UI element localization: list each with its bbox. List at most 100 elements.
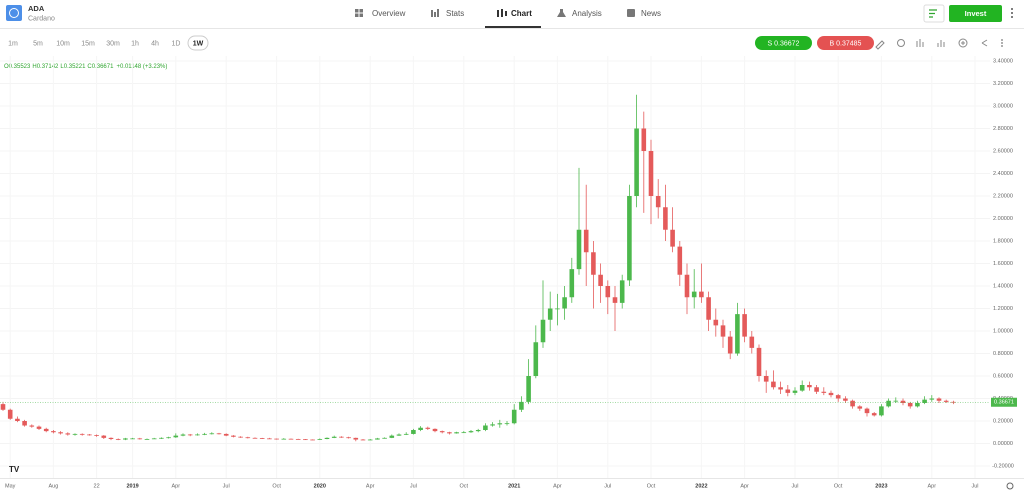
top-bar: [0, 0, 1024, 28]
candle-body: [756, 347, 762, 376]
timeframe-option[interactable]: 15m: [81, 40, 95, 47]
add-tool[interactable]: [958, 38, 968, 48]
timeframe-option[interactable]: 5m: [33, 40, 43, 47]
candle-body: [425, 427, 431, 429]
candle-body: [893, 400, 899, 402]
indicators-tool[interactable]: [916, 39, 924, 47]
candle-body: [864, 408, 870, 414]
sell-price: S 0.36672: [768, 40, 800, 47]
candle-body: [65, 433, 71, 435]
candle-body: [252, 437, 258, 439]
candle-body: [562, 297, 567, 309]
tab-chart[interactable]: Chart: [485, 9, 541, 28]
button-bg: [817, 36, 874, 50]
axis-settings[interactable]: [1006, 482, 1014, 490]
candle-body: [367, 439, 373, 441]
x-tick-label: Jul: [791, 483, 798, 489]
candle-body: [684, 274, 690, 298]
candle-body: [641, 128, 647, 151]
invest-button[interactable]: Invest: [949, 5, 1002, 22]
candle-body: [432, 428, 438, 432]
asset-name: Cardano: [28, 15, 55, 22]
candle-body: [799, 385, 805, 391]
add-plus: [961, 41, 965, 45]
candle-body: [540, 319, 546, 343]
timeframe-option[interactable]: 10m: [56, 40, 70, 47]
y-tick-label: 2.80000: [993, 126, 1013, 132]
sell-button[interactable]: S 0.36672: [755, 36, 812, 50]
candle-body: [259, 438, 265, 439]
candle-body: [123, 438, 128, 440]
candle-body: [51, 431, 56, 433]
candle-body: [295, 439, 301, 440]
timeframe-option[interactable]: 1m: [8, 40, 18, 47]
chart-tools: [875, 38, 1003, 50]
candle-body: [231, 435, 236, 437]
dot: [1011, 8, 1013, 10]
y-tick-label: 0.20000: [993, 418, 1013, 424]
y-tick-label: 3.40000: [993, 58, 1013, 64]
share-tool[interactable]: [981, 39, 988, 47]
candle-body: [943, 400, 949, 402]
x-tick-label: Jul: [604, 483, 611, 489]
settings-tool[interactable]: [897, 39, 905, 47]
candle-body: [742, 314, 747, 337]
timeframe-option[interactable]: 4h: [151, 40, 159, 47]
buy-button[interactable]: B 0.37485: [817, 36, 874, 50]
candle-body: [331, 436, 337, 438]
buy-price: B 0.37485: [830, 40, 862, 47]
candle-body: [447, 432, 452, 434]
candle-body: [187, 434, 193, 436]
candle-body: [713, 319, 719, 326]
candle-body: [411, 430, 416, 434]
candle-body: [612, 297, 618, 303]
candle-body: [490, 424, 495, 426]
candle-body: [173, 435, 179, 438]
x-tick-label: May: [5, 483, 16, 489]
button-bg: [755, 36, 812, 50]
timeframe-option[interactable]: 1D: [172, 40, 181, 47]
candle-body: [115, 439, 121, 440]
tab-analysis[interactable]: Analysis: [557, 9, 602, 18]
compare-tool[interactable]: [937, 40, 945, 47]
timeframe-option[interactable]: 1W: [193, 40, 204, 47]
candle-body: [886, 400, 891, 407]
ohlc-legend: O0.35523 H0.37142 L0.35221 C0.36671 +0.01148…: [4, 64, 167, 70]
y-tick-label: 1.80000: [993, 238, 1013, 244]
dot: [1001, 45, 1003, 47]
y-tick-label: 2.40000: [993, 171, 1013, 177]
candle-body: [591, 252, 596, 275]
candle-body: [569, 269, 575, 298]
button-bg: [949, 5, 1002, 22]
tab-overview[interactable]: Overview: [355, 9, 406, 18]
x-tick-label: Oct: [272, 483, 281, 489]
button-label: Invest: [965, 9, 987, 18]
y-tick-label: 0.80000: [993, 351, 1013, 357]
dot: [1011, 12, 1013, 14]
candle-body: [22, 421, 27, 426]
timeframe-option[interactable]: 1h: [131, 40, 139, 47]
candle-body: [108, 437, 114, 439]
candle-body: [821, 391, 827, 393]
candle-body: [353, 437, 359, 440]
x-tick-label: Oct: [834, 483, 843, 489]
candle-body: [843, 398, 848, 401]
candle-body: [375, 438, 380, 440]
tab-label: Chart: [511, 9, 532, 18]
x-tick-label: Apr: [553, 483, 562, 489]
watchlist-button[interactable]: [923, 4, 945, 23]
more-menu[interactable]: [1011, 8, 1013, 18]
draw-tool[interactable]: [875, 40, 885, 50]
timeframe-option[interactable]: 30m: [106, 40, 120, 47]
tab-news[interactable]: News: [627, 9, 661, 18]
candle-body: [792, 390, 798, 393]
y-tick-label: 2.60000: [993, 148, 1013, 154]
candle-body: [922, 399, 927, 403]
candle-body: [310, 439, 315, 441]
tab-stats[interactable]: Stats: [431, 9, 464, 18]
candle-body: [94, 435, 99, 436]
candle-body: [670, 229, 675, 247]
tab-label: Analysis: [572, 9, 602, 18]
candle-body: [828, 392, 834, 396]
